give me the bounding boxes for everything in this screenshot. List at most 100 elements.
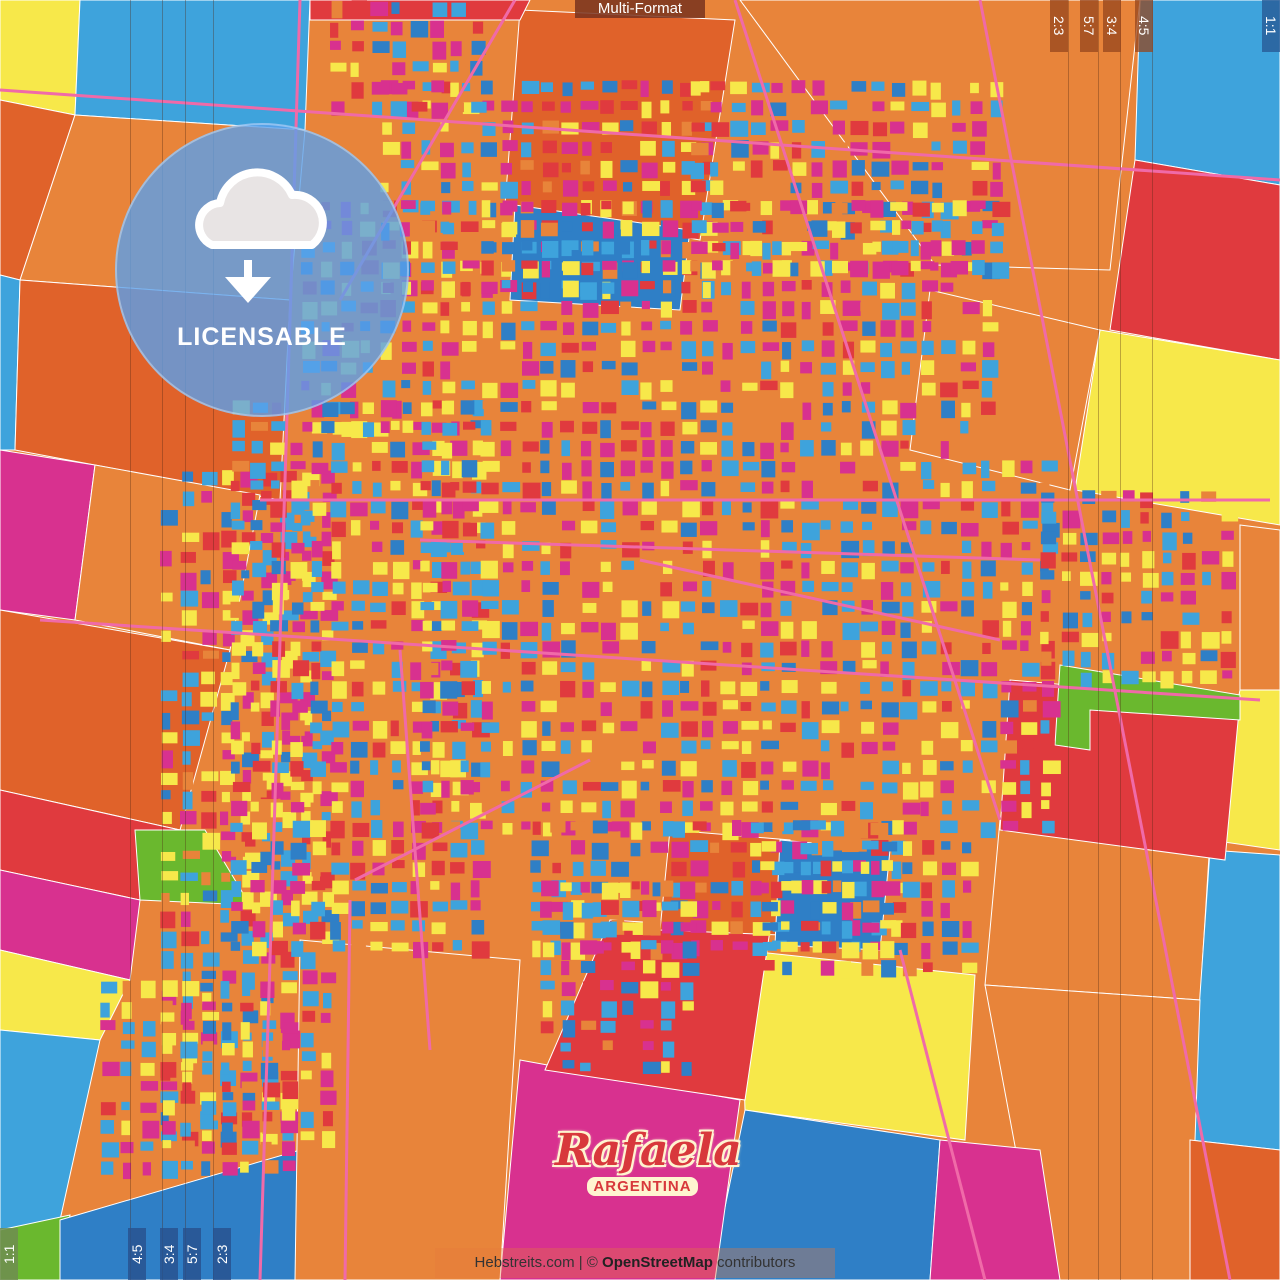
- city-block: [902, 602, 914, 617]
- city-block: [202, 832, 221, 850]
- city-block: [742, 522, 755, 531]
- licensable-badge[interactable]: LICENSABLE: [115, 123, 409, 417]
- city-block: [182, 751, 191, 765]
- city-block: [690, 162, 704, 180]
- city-block: [920, 520, 932, 535]
- city-block: [740, 262, 754, 272]
- city-block: [1101, 572, 1112, 585]
- city-block: [232, 560, 247, 570]
- city-block: [391, 900, 409, 914]
- city-block: [502, 140, 518, 152]
- city-block: [442, 381, 456, 394]
- city-block: [281, 1001, 299, 1011]
- city-block: [761, 702, 776, 712]
- city-block: [200, 570, 211, 585]
- city-block: [730, 921, 743, 935]
- city-block: [302, 851, 311, 870]
- city-block: [961, 440, 979, 458]
- city-block: [200, 610, 212, 625]
- city-block: [541, 680, 559, 697]
- city-block: [352, 920, 363, 929]
- city-block: [621, 761, 635, 771]
- city-block: [500, 780, 510, 792]
- city-block: [822, 382, 834, 397]
- city-block: [940, 780, 954, 794]
- city-block: [681, 341, 697, 359]
- city-block: [260, 1001, 271, 1016]
- city-block: [680, 982, 694, 1001]
- city-block: [871, 81, 885, 91]
- city-block: [120, 1061, 132, 1077]
- city-block: [780, 200, 798, 211]
- city-block: [140, 1062, 155, 1076]
- city-block: [392, 780, 404, 790]
- city-block: [680, 522, 697, 537]
- city-block: [291, 580, 303, 599]
- city-block: [161, 1021, 178, 1033]
- city-block: [410, 781, 424, 794]
- city-block: [271, 782, 284, 799]
- city-block: [242, 510, 254, 523]
- city-block: [331, 80, 347, 98]
- city-block: [412, 61, 429, 72]
- city-block: [230, 860, 247, 875]
- city-block: [540, 320, 557, 331]
- city-block: [881, 620, 896, 635]
- city-block: [450, 41, 462, 57]
- city-block: [560, 542, 572, 559]
- city-block: [800, 542, 812, 559]
- city-block: [682, 962, 700, 976]
- city-block: [401, 362, 416, 374]
- ratio-guide-line: [1068, 0, 1069, 1280]
- city-block: [380, 400, 397, 418]
- land-parcel: [1239, 524, 1280, 691]
- city-block: [740, 681, 758, 696]
- credit-site[interactable]: Hebstreits.com: [474, 1254, 575, 1271]
- city-block: [940, 441, 949, 459]
- city-block: [750, 160, 763, 178]
- city-block: [940, 382, 958, 398]
- city-block: [500, 460, 517, 477]
- city-block: [962, 800, 980, 811]
- city-block: [962, 380, 979, 390]
- city-block: [240, 1002, 254, 1012]
- city-block: [762, 262, 773, 274]
- city-block: [301, 770, 313, 782]
- city-block: [351, 0, 368, 19]
- city-block: [601, 241, 615, 255]
- city-block: [501, 801, 515, 814]
- city-block: [680, 382, 691, 398]
- city-block: [561, 162, 572, 173]
- city-block: [442, 542, 451, 553]
- city-block: [942, 800, 952, 815]
- city-block: [520, 160, 534, 170]
- city-block: [642, 1000, 651, 1017]
- city-block: [800, 861, 811, 876]
- city-block: [252, 902, 261, 914]
- city-block: [1041, 502, 1054, 512]
- city-block: [521, 260, 538, 269]
- city-block: [642, 181, 661, 191]
- city-block: [182, 981, 200, 997]
- city-block: [830, 142, 848, 161]
- city-block: [861, 401, 876, 413]
- city-block: [962, 880, 972, 893]
- city-block: [362, 402, 374, 414]
- city-block: [582, 302, 599, 318]
- city-block: [801, 462, 817, 478]
- city-block: [241, 1081, 258, 1093]
- city-block: [182, 992, 193, 1009]
- city-block: [582, 481, 592, 499]
- city-block: [181, 1062, 194, 1071]
- city-block: [321, 531, 332, 547]
- city-block: [460, 780, 474, 795]
- city-block: [622, 900, 640, 918]
- city-block: [800, 842, 819, 855]
- city-block: [202, 471, 218, 486]
- city-block: [522, 601, 538, 616]
- credit-source[interactable]: OpenStreetMap: [602, 1254, 713, 1271]
- city-block: [710, 882, 729, 894]
- city-block: [331, 521, 346, 538]
- city-block: [282, 1081, 299, 1100]
- city-block: [701, 780, 713, 793]
